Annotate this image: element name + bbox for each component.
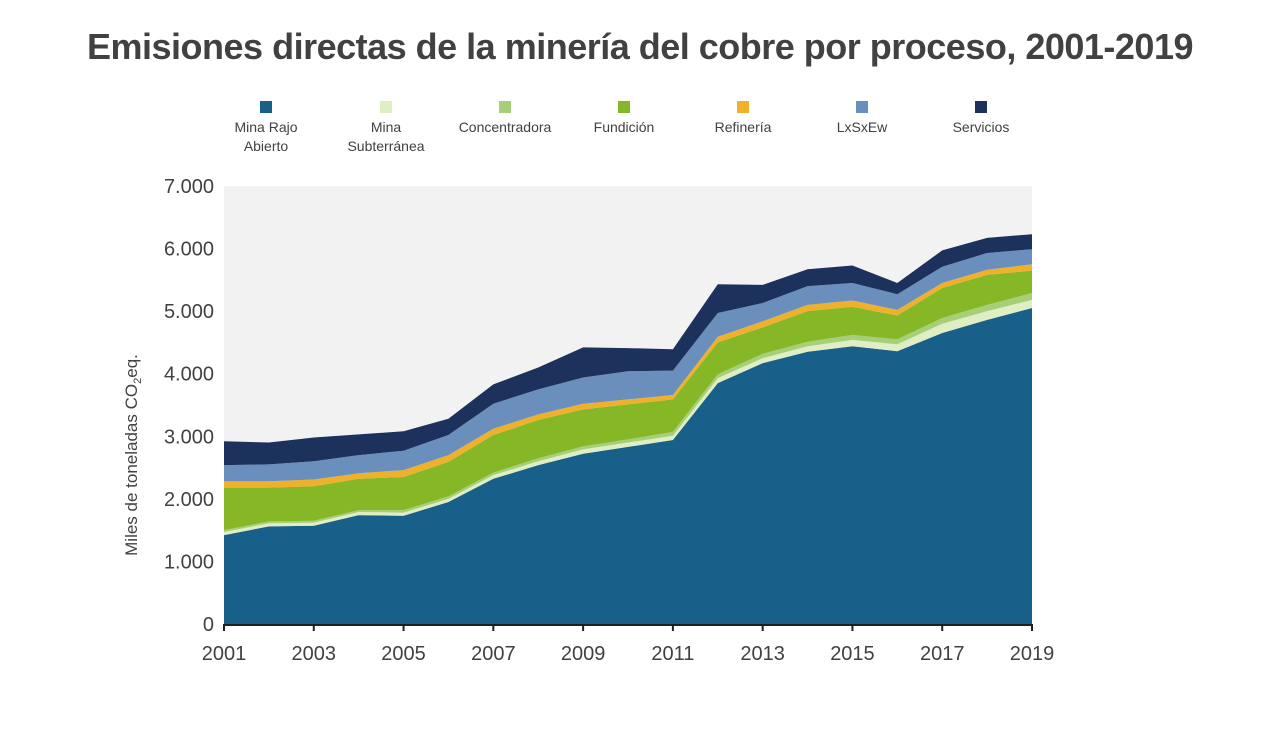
x-tick-label: 2011 xyxy=(651,643,694,665)
y-tick-label: 2.000 xyxy=(164,489,214,511)
x-tick-label: 2001 xyxy=(202,643,247,665)
x-tick-label: 2015 xyxy=(830,643,875,665)
y-axis-title-subscript: 2 xyxy=(132,378,144,384)
legend-label: Refinería xyxy=(714,119,772,135)
x-tick-label: 2003 xyxy=(292,643,337,665)
area-fundici-n xyxy=(224,270,1032,531)
legend-label: Servicios xyxy=(952,119,1010,135)
legend-swatch xyxy=(737,101,749,113)
legend-label: Concentradora xyxy=(458,119,552,135)
y-tick-label: 7.000 xyxy=(164,176,214,198)
legend-swatch xyxy=(499,101,511,113)
legend-swatch xyxy=(380,101,392,113)
y-tick-label: 1.000 xyxy=(164,551,214,573)
legend-item: LxSxEw xyxy=(802,100,922,137)
y-tick-label: 5.000 xyxy=(164,301,214,323)
legend-swatch xyxy=(260,101,272,113)
x-tick-label: 2007 xyxy=(471,643,516,665)
x-tick-label: 2017 xyxy=(920,643,965,665)
legend-label: Fundición xyxy=(593,119,655,135)
area-mina-subterr-nea xyxy=(224,299,1032,536)
area-concentradora xyxy=(224,293,1032,532)
area-lxsxew xyxy=(224,249,1032,482)
legend-label: LxSxEw xyxy=(836,119,888,135)
y-tick-label: 0 xyxy=(203,614,214,636)
legend-item: Mina Subterránea xyxy=(326,100,446,156)
y-tick-label: 3.000 xyxy=(164,426,214,448)
x-tick-label: 2013 xyxy=(740,643,785,665)
y-axis-title: Miles de toneladas CO2eq. xyxy=(122,354,144,556)
legend-item: Refinería xyxy=(683,100,803,137)
legend-item: Servicios xyxy=(921,100,1041,137)
legend-item: Mina Rajo Abierto xyxy=(206,100,326,156)
y-axis-title-text: Miles de toneladas CO xyxy=(122,384,141,556)
axes: 2001 2003 2005 2007 2009 2011 2013 2015 2017 2019… xyxy=(164,176,1054,665)
legend-swatch xyxy=(618,101,630,113)
area-layers xyxy=(224,234,1032,624)
y-axis-title-suffix: eq. xyxy=(122,354,141,378)
legend-label: Subterránea xyxy=(347,138,425,154)
legend-label: Mina xyxy=(370,119,402,135)
legend-label: Mina Rajo xyxy=(234,119,298,135)
legend-label: Abierto xyxy=(243,138,289,154)
legend-item: Concentradora xyxy=(445,100,565,137)
x-tick-label: 2009 xyxy=(561,643,606,665)
y-tick-label: 4.000 xyxy=(164,364,214,386)
legend-item: Fundición xyxy=(564,100,684,137)
area-mina-rajo-abierto xyxy=(224,308,1032,624)
y-tick-label: 6.000 xyxy=(164,239,214,261)
chart-title: Emisiones directas de la minería del cob… xyxy=(87,26,1194,67)
legend-swatch xyxy=(975,101,987,113)
legend-swatch xyxy=(856,101,868,113)
x-tick-label: 2019 xyxy=(1010,643,1055,665)
legend: Mina Rajo Abierto Mina Subterránea Concentra… xyxy=(0,100,1280,160)
area-servicios xyxy=(224,234,1032,466)
x-tick-label: 2005 xyxy=(381,643,426,665)
